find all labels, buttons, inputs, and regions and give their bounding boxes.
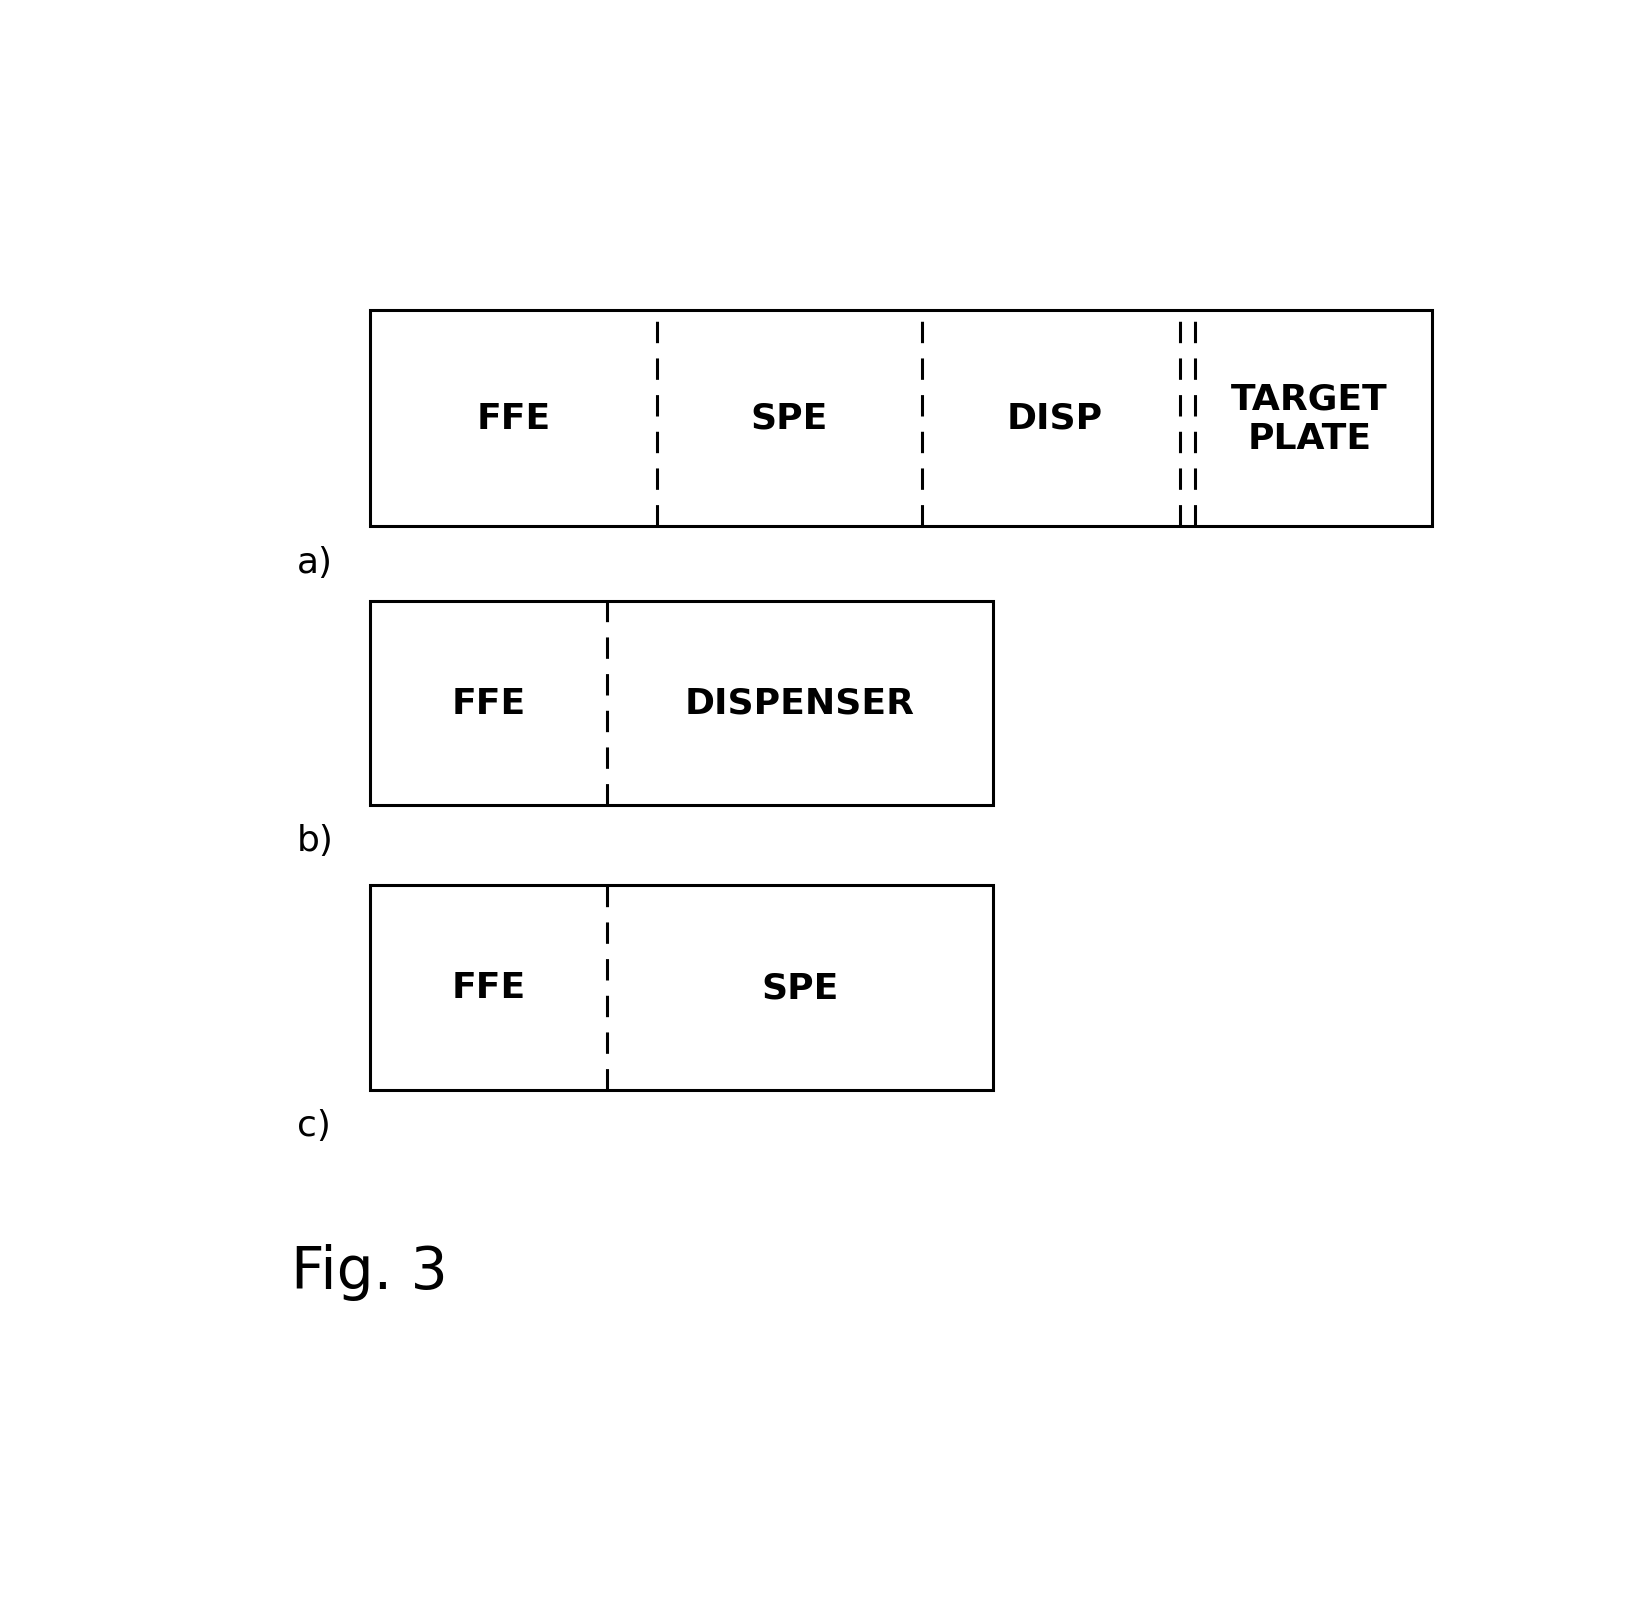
Text: TARGET
PLATE: TARGET PLATE [1231,382,1387,455]
Text: FFE: FFE [475,402,551,435]
Text: FFE: FFE [451,971,526,1004]
Text: SPE: SPE [751,402,828,435]
Text: b): b) [297,824,333,858]
Text: Fig. 3: Fig. 3 [292,1244,447,1300]
Text: SPE: SPE [760,971,838,1004]
Text: DISPENSER: DISPENSER [685,686,915,720]
Text: c): c) [297,1109,329,1143]
Bar [370,885,992,1090]
Text: DISP: DISP [1006,402,1101,435]
Text: FFE: FFE [451,686,526,720]
Bar [370,310,1431,527]
Text: a): a) [297,545,333,580]
Bar [370,601,992,805]
